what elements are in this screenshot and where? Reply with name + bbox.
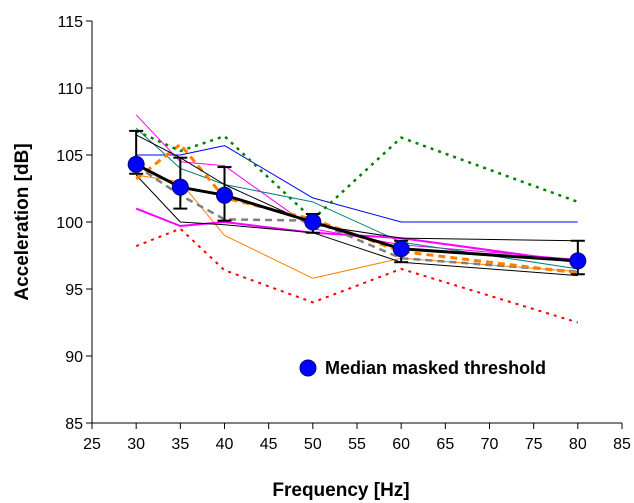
legend-label: Median masked threshold	[325, 358, 546, 378]
median-point	[127, 155, 145, 173]
x-tick-label: 65	[436, 436, 454, 453]
y-tick-label: 115	[57, 14, 83, 31]
x-tick-label: 50	[304, 436, 322, 453]
tick-layer: 85 90 95 100 105 110 115 25 30 35 40 45 50 55 60 65 70 75…	[56, 14, 631, 453]
median-point	[171, 178, 189, 196]
series-layer	[135, 114, 579, 324]
median-point	[392, 240, 410, 258]
x-tick-label: 55	[348, 436, 366, 453]
x-axis-title: Frequency [Hz]	[272, 480, 409, 501]
x-tick-label: 60	[392, 436, 410, 453]
x-tick-label: 75	[525, 436, 543, 453]
series-line-10	[135, 227, 579, 324]
y-tick-label: 95	[65, 282, 83, 299]
y-axis-title: Acceleration [dB]	[12, 143, 33, 300]
series-line-3	[135, 127, 578, 270]
median-point	[304, 213, 322, 231]
series-line-5	[135, 207, 578, 264]
x-tick-label: 45	[260, 436, 278, 453]
y-tick-label: 90	[65, 349, 83, 366]
series-line-2	[136, 145, 578, 223]
median-point	[569, 252, 587, 270]
legend: Median masked threshold	[299, 358, 546, 378]
x-tick-label: 70	[481, 436, 499, 453]
y-tick-label: 110	[57, 81, 83, 98]
x-tick-label: 40	[216, 436, 234, 453]
x-tick-label: 80	[569, 436, 587, 453]
axes	[86, 20, 623, 429]
x-tick-label: 85	[613, 436, 631, 453]
x-tick-label: 25	[83, 436, 101, 453]
x-tick-label: 30	[127, 436, 145, 453]
series-line-9	[135, 129, 579, 221]
median-point	[216, 186, 233, 204]
y-tick-label: 85	[65, 416, 83, 433]
x-tick-label: 35	[171, 436, 189, 453]
series-line-6	[135, 164, 578, 273]
series-line-7	[135, 174, 578, 277]
y-tick-label: 100	[56, 215, 83, 232]
series-line-11	[135, 134, 578, 242]
series-line-1	[135, 114, 578, 260]
median-layer	[127, 129, 587, 276]
y-tick-label: 105	[56, 148, 83, 165]
legend-marker	[299, 359, 317, 377]
median-line	[135, 163, 578, 263]
